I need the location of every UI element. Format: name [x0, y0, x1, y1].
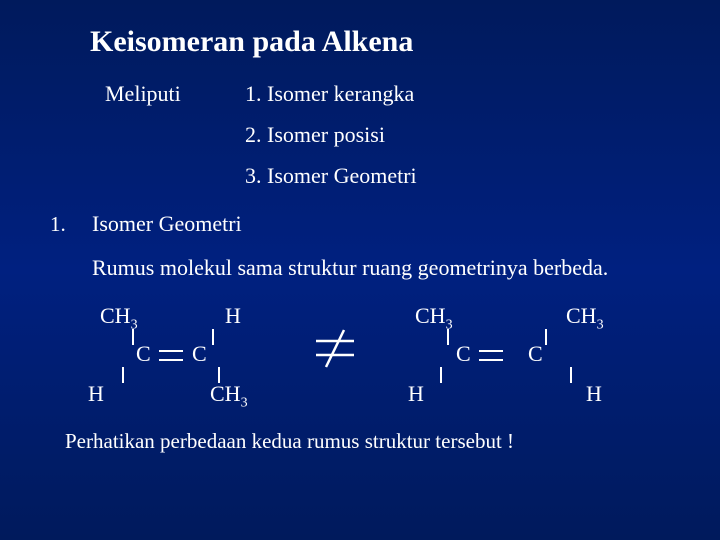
s2-c-left: C	[456, 341, 471, 367]
section-number: 1.	[50, 212, 92, 237]
isomer-list: 1. Isomer kerangka 2. Isomer posisi 3. I…	[245, 81, 417, 189]
s1-c-right: C	[192, 341, 207, 367]
list-item-2: 2. Isomer posisi	[245, 122, 417, 148]
s2-bond-tr	[545, 329, 547, 345]
description-text: Rumus molekul sama struktur ruang geomet…	[92, 255, 690, 281]
slide-title: Keisomeran pada Alkena	[90, 25, 690, 59]
chemical-structures: CH3 H C C H CH3 CH3 CH3 C C H H	[30, 301, 690, 421]
s1-double-bond	[159, 350, 183, 361]
s2-bond-br	[570, 367, 572, 383]
section-header: 1. Isomer Geometri	[50, 211, 690, 237]
s1-bot-right: CH3	[210, 381, 248, 411]
subtitle-row: Meliputi 1. Isomer kerangka 2. Isomer po…	[105, 81, 690, 189]
s2-bot-right: H	[586, 381, 602, 407]
list-item-1: 1. Isomer kerangka	[245, 81, 417, 107]
s1-bond-bl	[122, 367, 124, 383]
s1-bond-tr	[212, 329, 214, 345]
s2-c-right: C	[528, 341, 543, 367]
s1-top-right: H	[225, 303, 241, 329]
s1-bot-left: H	[88, 381, 104, 407]
not-equal-symbol	[310, 327, 360, 382]
s2-bond-tl	[447, 329, 449, 345]
s2-double-bond	[479, 350, 503, 361]
section-label: Isomer Geometri	[92, 211, 242, 237]
s1-bond-tl	[132, 329, 134, 345]
s2-bot-left: H	[408, 381, 424, 407]
s2-bond-bl	[440, 367, 442, 383]
footer-text: Perhatikan perbedaan kedua rumus struktu…	[65, 429, 690, 454]
s2-top-right: CH3	[566, 303, 604, 333]
subtitle-label: Meliputi	[105, 81, 245, 189]
s1-c-left: C	[136, 341, 151, 367]
list-item-3: 3. Isomer Geometri	[245, 163, 417, 189]
